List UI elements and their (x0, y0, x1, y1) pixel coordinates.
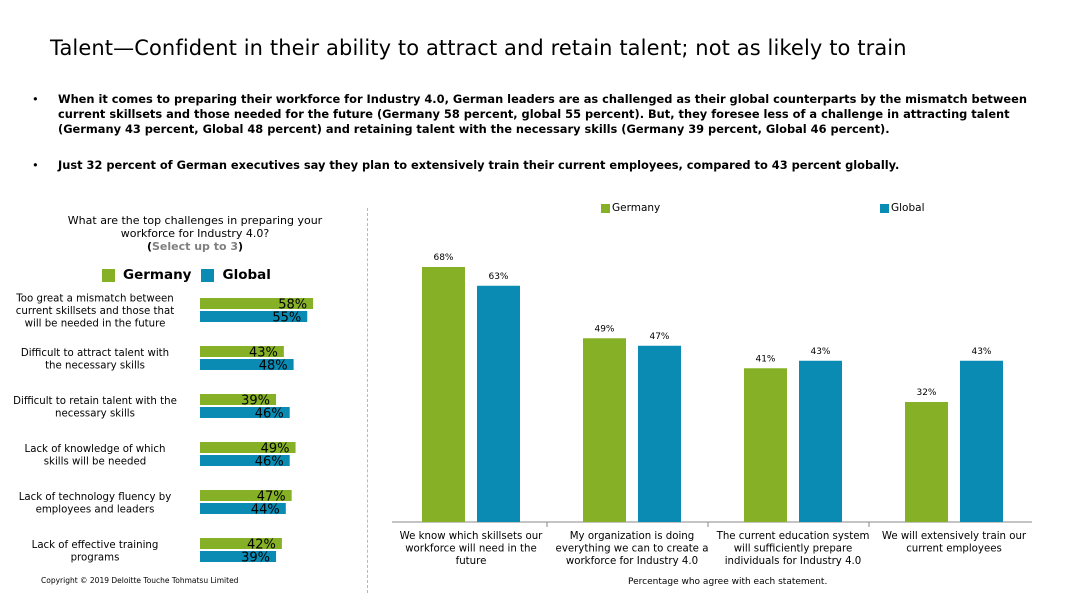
right-bar-chart: 68% 63% We know which skillsets our workfor… (392, 253, 1032, 567)
survey-question: What are the top challenges in preparing… (40, 214, 350, 253)
data-label-global: 44% (251, 503, 280, 518)
category-label: Too great a mismatch between (15, 294, 173, 305)
category-label: Difficult to retain talent with the (13, 396, 177, 407)
copyright-text: Copyright © 2019 Deloitte Touche Tohmats… (41, 576, 239, 585)
category-label: will sufficiently prepare (734, 544, 853, 555)
legend-swatch-germany (601, 203, 610, 213)
data-label-germany: 39% (241, 394, 270, 409)
data-label-global: 46% (255, 407, 284, 422)
category-label: Lack of knowledge of which (25, 444, 166, 455)
question-hint: (Select up to 3) (146, 240, 244, 253)
bar-germany (200, 298, 314, 309)
category-label: employees and leaders (36, 504, 155, 515)
bar-germany (200, 538, 282, 549)
right-legend-item-germany: Germany (601, 202, 660, 214)
category-label: We will extensively train our (882, 531, 1027, 542)
data-label-germany: 49% (594, 324, 614, 334)
category-label: We know which skillsets our (400, 531, 544, 542)
legend-label-germany: Germany (123, 267, 192, 283)
bullet-text: When it comes to preparing their workfor… (58, 92, 1027, 136)
question-text: What are the top challenges in preparing… (67, 214, 323, 240)
bar-global (200, 407, 290, 418)
bar-global (200, 503, 286, 514)
category-label: programs (71, 552, 120, 563)
category-label: My organization is doing (570, 531, 694, 542)
data-label-global: 55% (272, 311, 301, 326)
category-label: Lack of effective training (32, 540, 159, 551)
bar-germany (200, 394, 277, 405)
category-label: the necessary skills (45, 360, 145, 371)
bar-global (799, 360, 842, 522)
data-label-germany: 68% (433, 253, 453, 263)
bullet-symbol: • (32, 92, 39, 106)
page-title: Talent—Confident in their ability to att… (50, 36, 907, 60)
legend-label-germany: Germany (612, 202, 661, 214)
legend-item-germany: Germany (102, 267, 191, 283)
category-label: workforce for Industry 4.0 (566, 556, 698, 567)
category-label: skills will be needed (44, 456, 146, 467)
data-label-global: 46% (255, 455, 284, 470)
legend-label-global: Global (222, 267, 271, 283)
bullet-text: Just 32 percent of German executives say… (58, 158, 900, 172)
category-label: everything we can to create a (556, 544, 709, 555)
category-label: Lack of technology fluency by (19, 492, 171, 503)
bullet-symbol: • (32, 158, 39, 172)
legend-swatch-global (880, 203, 889, 213)
category-label: current employees (906, 544, 1002, 555)
data-label-global: 39% (241, 551, 270, 566)
data-label-germany: 41% (755, 354, 775, 364)
bar-global (477, 285, 520, 522)
category-label: future (456, 556, 487, 567)
data-label-germany: 42% (247, 538, 276, 553)
left-chart-legend: Germany Global (102, 267, 281, 283)
legend-item-global: Global (201, 267, 271, 283)
legend-label-global: Global (891, 202, 925, 214)
data-label-global: 63% (488, 272, 508, 282)
section-divider (367, 208, 368, 593)
data-label-global: 48% (259, 359, 288, 374)
data-label-global: 43% (971, 347, 991, 357)
right-chart-x-label: Percentage who agree with each statement… (628, 577, 828, 587)
data-label-germany: 58% (278, 298, 307, 313)
bar-global (200, 551, 277, 562)
bar-germany (200, 490, 292, 501)
category-label: Difficult to attract talent with (21, 348, 169, 359)
data-label-germany: 47% (257, 490, 286, 505)
bar-germany (200, 346, 284, 357)
legend-swatch-germany (102, 268, 115, 282)
bar-germany (905, 402, 948, 522)
category-label: The current education system (716, 531, 870, 542)
category-label: individuals for Industry 4.0 (725, 556, 862, 567)
category-label: necessary skills (55, 408, 135, 419)
bar-germany (744, 368, 787, 522)
data-label-global: 47% (649, 332, 669, 342)
category-label: workforce will need in the (405, 544, 537, 555)
category-label: will be needed in the future (25, 319, 166, 330)
legend-swatch-global (201, 268, 215, 282)
data-label-germany: 32% (916, 388, 936, 398)
bar-germany (422, 267, 465, 522)
data-label-global: 43% (810, 347, 830, 357)
bar-global (200, 311, 308, 322)
bullet-point: • Just 32 percent of German executives s… (32, 158, 1048, 173)
bar-global (638, 345, 681, 522)
bar-germany (583, 338, 626, 522)
bar-global (960, 360, 1003, 522)
right-legend-item-global: Global (880, 202, 925, 214)
bar-germany (200, 442, 296, 453)
bar-global (200, 359, 294, 370)
data-label-germany: 49% (261, 442, 290, 457)
category-label: current skillsets and those that (16, 306, 174, 317)
data-label-germany: 43% (249, 346, 278, 361)
bullet-point: • When it comes to preparing their workf… (32, 92, 1048, 137)
bar-global (200, 455, 290, 466)
